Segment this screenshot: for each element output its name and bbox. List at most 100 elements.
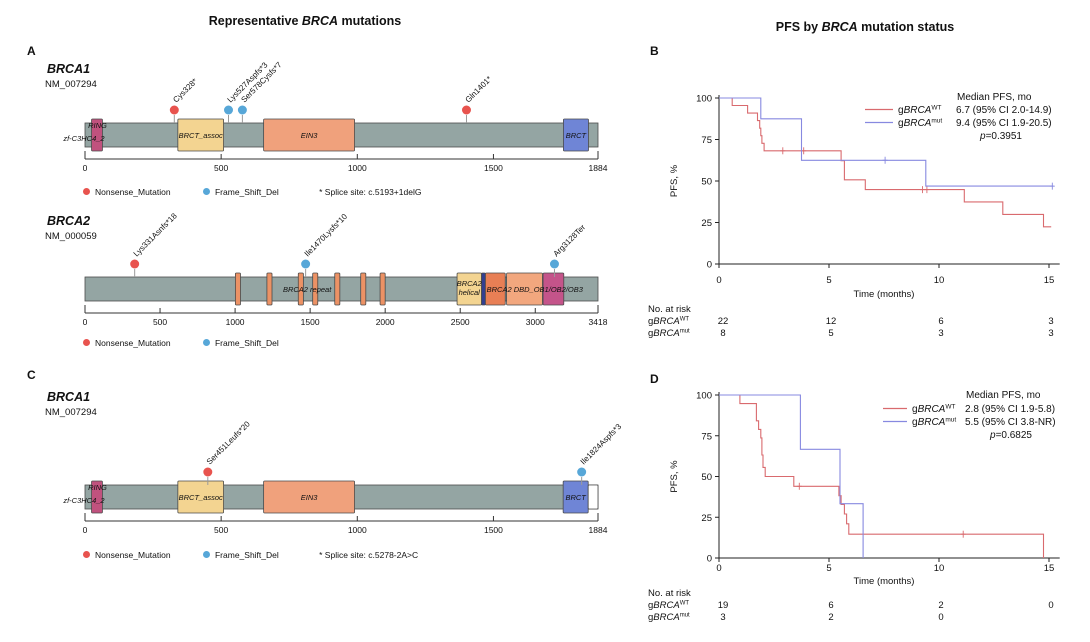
svg-text:2500: 2500 <box>451 317 470 327</box>
panel-c-label: C <box>27 368 36 382</box>
domain-EIN3 <box>263 118 355 152</box>
svg-text:RING: RING <box>88 121 107 130</box>
lollipop-dot-nonsense <box>130 259 140 269</box>
p-value: p=0.6825 <box>989 430 1032 441</box>
transcript-brca1-c: NM_007294 <box>45 407 97 418</box>
lollipop-dot-nonsense <box>461 105 471 115</box>
svg-text:2: 2 <box>828 612 833 623</box>
svg-text:BRCA2 DBD_OB1/OB2/OB3: BRCA2 DBD_OB1/OB2/OB3 <box>487 285 584 294</box>
svg-text:5: 5 <box>826 275 831 286</box>
lollipop-dot-frameshift <box>223 105 233 115</box>
at-risk-row-label-mut: gBRCAmut <box>648 328 690 339</box>
domain-BRCT_assoc <box>177 480 224 514</box>
right-column-title: PFS by BRCA mutation status <box>640 20 1090 34</box>
svg-text:zf-C3HC4_2: zf-C3HC4_2 <box>62 134 105 143</box>
svg-text:3: 3 <box>938 328 943 339</box>
svg-text:15: 15 <box>1044 275 1055 286</box>
domain-BRCA2_repeat_2 <box>266 272 273 306</box>
km-curve-WT <box>719 394 1045 558</box>
transcript-brca2-a: NM_000059 <box>45 231 97 242</box>
frameshift-del-label: Frame_Shift_Del <box>214 186 279 197</box>
domain-untranslated_tail <box>587 484 599 510</box>
km-curve-mut <box>719 97 1054 187</box>
domain-BRCT <box>563 118 589 152</box>
gene-name-brca2-a: BRCA2 <box>47 214 91 228</box>
svg-text:3: 3 <box>1048 316 1053 327</box>
km-plot-pfs-subgroup: 0 25 50 75 100 0 5 10 15 PFS, % Time (months) Media… <box>648 390 1060 623</box>
svg-text:1000: 1000 <box>226 317 245 327</box>
nonsense-mutation-dot-icon <box>83 551 90 559</box>
mutation-legend-a2: Nonsense_Mutation Frame_Shift_Del <box>83 337 309 348</box>
svg-text:5.5 (95% CI 3.8-NR): 5.5 (95% CI 3.8-NR) <box>965 417 1056 428</box>
legend-name-WT: gBRCAWT <box>898 105 941 117</box>
svg-text:9.4 (95% CI 1.9-20.5): 9.4 (95% CI 1.9-20.5) <box>956 118 1052 129</box>
svg-text:25: 25 <box>701 218 712 229</box>
lollipop-dot-nonsense <box>203 467 213 477</box>
gene-name-brca1-a: BRCA1 <box>47 62 91 76</box>
domain-BRCA2_repeat_1 <box>234 272 241 306</box>
left-title-gene: BRCA <box>301 14 338 28</box>
lollipop-dot-frameshift <box>237 105 247 115</box>
svg-text:EIN3: EIN3 <box>301 493 319 502</box>
domain-RING <box>91 118 103 152</box>
nonsense-mutation-label: Nonsense_Mutation <box>95 186 171 197</box>
nonsense-mutation-dot-icon <box>83 339 90 347</box>
svg-text:helical: helical <box>459 288 481 297</box>
svg-text:1000: 1000 <box>348 525 367 535</box>
km-plot-pfs-all-lines: 0 25 50 75 100 0 5 10 15 PFS, % Time (months) Media… <box>648 92 1060 339</box>
svg-text:Lys331Asnfs*18: Lys331Asnfs*18 <box>132 211 179 258</box>
svg-text:Ile1824Aspfs*3: Ile1824Aspfs*3 <box>579 422 624 467</box>
panel-d-label: D <box>650 372 659 386</box>
svg-text:50: 50 <box>701 472 712 483</box>
splice-site-footnote: * Splice site: c.5278-2A>C <box>319 549 419 560</box>
lollipop-dot-frameshift <box>549 259 559 269</box>
lollipop-brca1_c: RING zf-C3HC4_2 BRCT_assoc EIN3 BRCT Ser451Le… <box>62 419 623 535</box>
at-risk-row-label-WT: gBRCAWT <box>648 600 689 611</box>
left-title-post: mutations <box>338 14 402 28</box>
domain-BRCT_assoc <box>177 118 224 152</box>
panel-b-label: B <box>650 44 659 58</box>
svg-text:1884: 1884 <box>589 163 608 173</box>
svg-text:Cys328*: Cys328* <box>171 77 199 105</box>
svg-text:Ile1470Lysfs*10: Ile1470Lysfs*10 <box>303 212 350 259</box>
svg-text:Median PFS, mo: Median PFS, mo <box>957 92 1032 103</box>
domain-tower <box>481 272 486 306</box>
panel-a-label: A <box>27 44 36 58</box>
svg-text:500: 500 <box>214 163 228 173</box>
svg-text:RING: RING <box>88 483 107 492</box>
svg-text:2000: 2000 <box>376 317 395 327</box>
svg-text:0: 0 <box>83 525 88 535</box>
svg-text:0: 0 <box>1048 600 1053 611</box>
gene-name-brca1-c: BRCA1 <box>47 390 91 404</box>
frameshift-del-label: Frame_Shift_Del <box>214 549 279 560</box>
frameshift-del-label: Frame_Shift_Del <box>214 337 279 348</box>
svg-text:500: 500 <box>214 525 228 535</box>
mutation-legend-a1: Nonsense_Mutation Frame_Shift_Del * Spli… <box>83 186 421 197</box>
legend-name-mut: gBRCAmut <box>912 417 956 429</box>
domain-BRCA2_repeat_3 <box>297 272 304 306</box>
svg-text:10: 10 <box>934 563 945 574</box>
svg-text:5: 5 <box>826 563 831 574</box>
svg-text:Time (months): Time (months) <box>854 576 915 587</box>
svg-text:75: 75 <box>701 135 712 146</box>
svg-text:0: 0 <box>707 260 712 271</box>
left-title-pre: Representative <box>208 14 302 28</box>
splice-site-footnote: * Splice site: c.5193+1delG <box>319 186 422 197</box>
svg-text:1884: 1884 <box>589 525 608 535</box>
svg-text:6: 6 <box>938 316 943 327</box>
svg-text:2: 2 <box>938 600 943 611</box>
svg-text:0: 0 <box>716 275 721 286</box>
svg-text:19: 19 <box>718 600 729 611</box>
svg-text:BRCT_assoc: BRCT_assoc <box>179 493 223 502</box>
svg-text:BRCA2 repeat: BRCA2 repeat <box>283 285 332 294</box>
svg-text:BRCT: BRCT <box>566 131 588 140</box>
svg-text:3: 3 <box>720 612 725 623</box>
svg-text:1000: 1000 <box>348 163 367 173</box>
legend-name-WT: gBRCAWT <box>912 404 955 416</box>
svg-text:Gln1401*: Gln1401* <box>464 74 494 104</box>
right-title-pre: PFS by <box>775 20 822 34</box>
km-pfs_b: 0 25 50 75 100 0 5 10 15 PFS, % Time (months) Media… <box>648 92 1060 339</box>
